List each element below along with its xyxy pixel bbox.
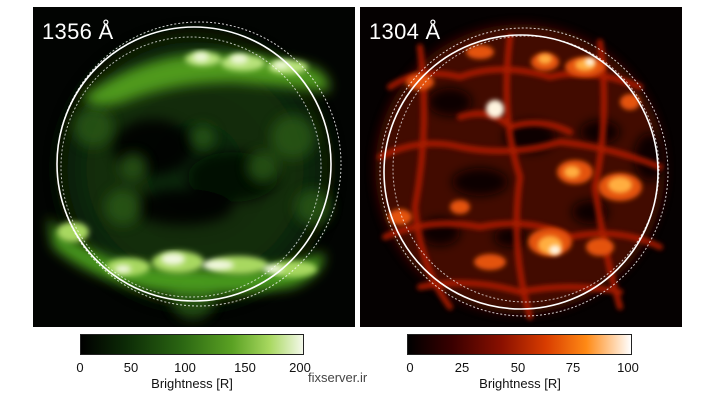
emission-image-1304 — [375, 24, 669, 320]
watermark-text: fixserver.ir — [308, 370, 368, 385]
colorbar-1304-tick: 25 — [454, 360, 470, 375]
colorbar-1356 — [80, 334, 304, 355]
colorbar-1304 — [407, 334, 632, 355]
colorbar-1356-tick: 150 — [234, 360, 256, 375]
colorbar-1304-tick: 75 — [565, 360, 581, 375]
emission-image-1356 — [48, 21, 342, 319]
colorbar-1356-tick: 50 — [123, 360, 139, 375]
colorbar-1304-tick: 100 — [617, 360, 639, 375]
wavelength-label-1304: 1304 Å — [369, 19, 441, 44]
wavelength-label-1356: 1356 Å — [42, 19, 114, 44]
image-panel-1356: 1356 Å — [33, 7, 355, 327]
colorbar-1356-tick: 100 — [174, 360, 196, 375]
colorbar-1356-tick: 200 — [289, 360, 311, 375]
colorbar-1304-label: Brightness [R] — [479, 376, 561, 391]
colorbar-1356-label: Brightness [R] — [151, 376, 233, 391]
colorbar-1356-tick: 0 — [76, 360, 84, 375]
colorbar-1304-tick: 50 — [510, 360, 526, 375]
colorbar-1304-tick: 0 — [406, 360, 414, 375]
image-panel-1304: 1304 Å — [360, 7, 682, 327]
